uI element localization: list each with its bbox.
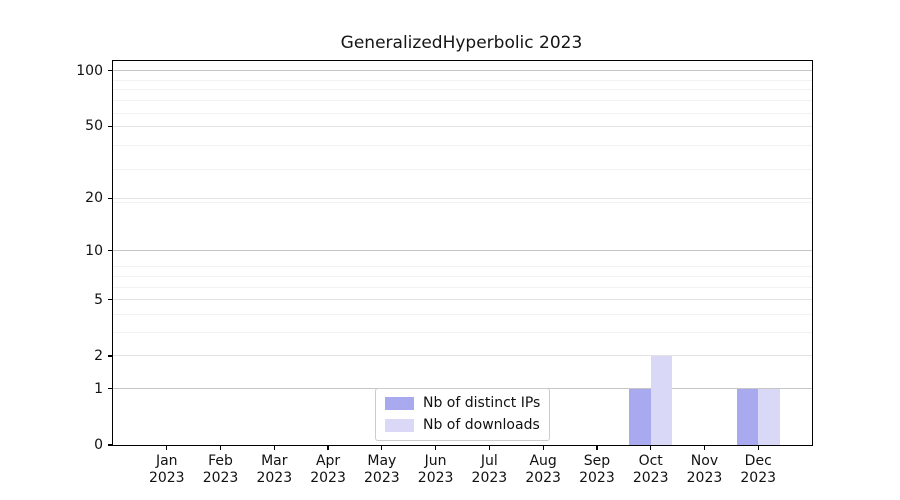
- minor-gridline: [113, 100, 812, 102]
- minor-gridline: [113, 314, 812, 315]
- y-tick-label-20: 20: [85, 190, 103, 207]
- legend-item-downloads: Nb of downloads: [385, 416, 540, 435]
- gridline-y-50: [113, 125, 812, 127]
- x-tick-label-aug: Aug 2023: [525, 453, 561, 486]
- minor-gridline: [113, 79, 812, 81]
- gridline-y-2: [113, 355, 812, 357]
- y-tick-label-10: 10: [85, 242, 103, 259]
- minor-gridline: [113, 168, 812, 170]
- x-tickmark-mar: [273, 446, 275, 450]
- y-tickmark-50: [108, 125, 112, 127]
- y-tick-label-0: 0: [94, 437, 103, 453]
- plot-area: 0 1 2 5 10 20 50 100 Jan 2023 Feb 2023 Mar 2023 Apr…: [76, 60, 813, 486]
- x-tickmark-feb: [219, 446, 222, 450]
- y-tick-label-2: 2: [94, 347, 103, 364]
- bar-layer: [113, 61, 812, 445]
- minor-gridline: [113, 89, 812, 91]
- x-tickmark-apr: [327, 446, 329, 450]
- chart-title: GeneralizedHyperbolic 2023: [340, 33, 583, 53]
- y-tickmark-0: [108, 444, 112, 446]
- minor-gridline: [113, 201, 812, 203]
- y-tick-label-50: 50: [85, 118, 103, 135]
- tick-layer: 0 1 2 5 10 20 50 100 Jan 2023 Feb 2023 Mar 2023 Apr…: [76, 61, 812, 486]
- gridline-y-20: [113, 197, 812, 199]
- legend-label-downloads: Nb of downloads: [423, 417, 540, 433]
- bar-downloads-oct: [650, 355, 673, 445]
- y-tickmark-20: [108, 197, 112, 199]
- minor-gridline: [113, 286, 812, 288]
- y-tick-label-1: 1: [94, 380, 103, 397]
- x-tick-label-nov: Nov 2023: [686, 453, 723, 486]
- x-tickmark-jan: [166, 446, 168, 450]
- minor-gridline: [113, 145, 812, 147]
- y-tickmark-100: [108, 70, 112, 72]
- bar-distinct-ips-dec: [736, 388, 759, 445]
- x-tick-label-feb: Feb 2023: [202, 453, 239, 486]
- x-tick-label-mar: Mar 2023: [256, 453, 293, 486]
- y-tick-label-5: 5: [94, 291, 103, 308]
- x-tickmark-dec: [757, 446, 759, 450]
- minor-gridline: [113, 112, 812, 114]
- x-tick-label-oct: Oct 2023: [632, 453, 669, 486]
- gridline-y-5: [113, 299, 812, 301]
- minor-gridline: [113, 275, 812, 277]
- x-tick-label-may: May 2023: [364, 453, 400, 486]
- y-tickmark-10: [108, 249, 112, 252]
- x-tick-label-jun: Jun 2023: [417, 453, 454, 486]
- x-tickmark-sep: [596, 446, 598, 450]
- x-tickmark-nov: [703, 446, 706, 450]
- x-tick-label-jul: Jul 2023: [471, 453, 508, 486]
- legend-label-distinct-ips: Nb of distinct IPs: [423, 395, 541, 411]
- x-tick-label-sep: Sep 2023: [579, 453, 615, 486]
- y-tickmark-5: [108, 299, 112, 301]
- gridline-y-100: [113, 70, 812, 72]
- y-tick-label-100: 100: [76, 62, 103, 79]
- legend-item-distinct-ips: Nb of distinct IPs: [385, 394, 540, 413]
- x-tickmark-oct: [650, 446, 652, 450]
- x-tickmark-may: [381, 446, 383, 450]
- legend: Nb of distinct IPs Nb of downloads: [375, 388, 551, 441]
- x-tickmark-jul: [488, 446, 490, 450]
- bar-downloads-dec: [758, 388, 780, 445]
- legend-swatch-distinct-ips-icon: [385, 397, 414, 410]
- x-tick-label-dec: Dec 2023: [740, 453, 777, 486]
- gridline-y-10: [113, 250, 812, 252]
- x-tickmark-jun: [435, 446, 437, 450]
- minor-gridline: [113, 332, 812, 334]
- legend-swatch-downloads-icon: [385, 419, 414, 432]
- x-tick-label-jan: Jan 2023: [148, 453, 185, 486]
- x-tickmark-aug: [542, 446, 544, 450]
- y-tickmark-2: [108, 355, 112, 357]
- minor-gridline: [113, 266, 812, 268]
- y-tickmark-1: [108, 388, 112, 390]
- bar-distinct-ips-oct: [629, 388, 651, 445]
- x-tick-label-apr: Apr 2023: [310, 453, 346, 486]
